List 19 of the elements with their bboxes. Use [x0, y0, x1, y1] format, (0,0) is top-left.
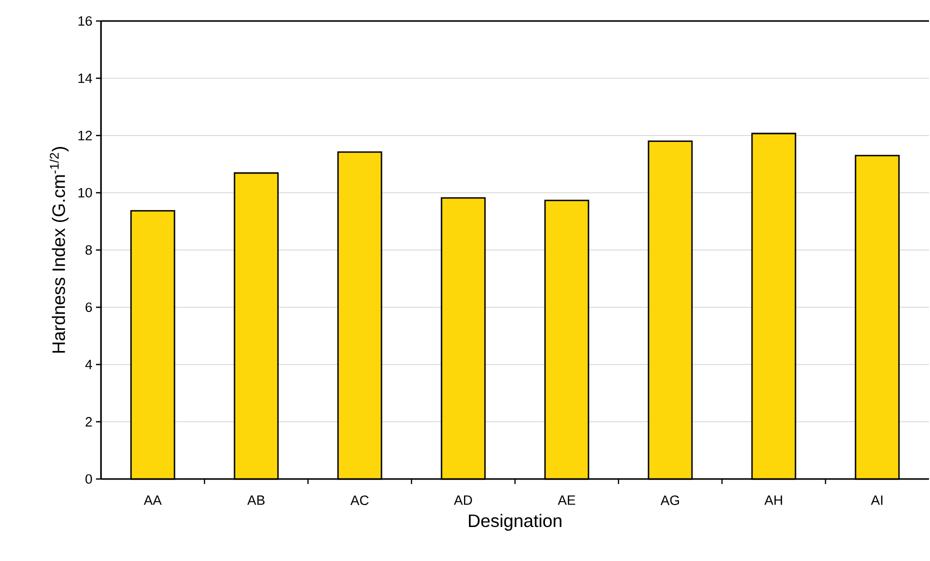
x-tick-label: AA: [144, 496, 162, 505]
x-tick-label: AG: [660, 496, 680, 506]
y-tick-label: 14: [78, 74, 92, 83]
y-tick-label: 16: [78, 16, 92, 26]
y-tick-label: 10: [78, 188, 92, 198]
x-tick-label: AI: [870, 496, 882, 505]
x-tick-label: AH: [764, 496, 782, 505]
x-tick-label: AD: [454, 496, 472, 505]
x-tick-label: AC: [350, 496, 369, 506]
y-tick-label: 12: [78, 130, 92, 140]
y-tick-label: 6: [86, 302, 92, 312]
x-tick-label: AB: [247, 496, 265, 505]
y-tick-label: 2: [86, 417, 92, 426]
y-tick-label: 4: [85, 360, 92, 370]
y-tick-label: 8: [86, 245, 92, 255]
y-tick-label: 0: [86, 474, 92, 484]
y-axis-title: Hardness Index (G.cm$^{-1/2}$): [50, 146, 69, 353]
x-tick-label: AE: [558, 496, 576, 505]
x-axis-title: Designation: [468, 514, 562, 531]
